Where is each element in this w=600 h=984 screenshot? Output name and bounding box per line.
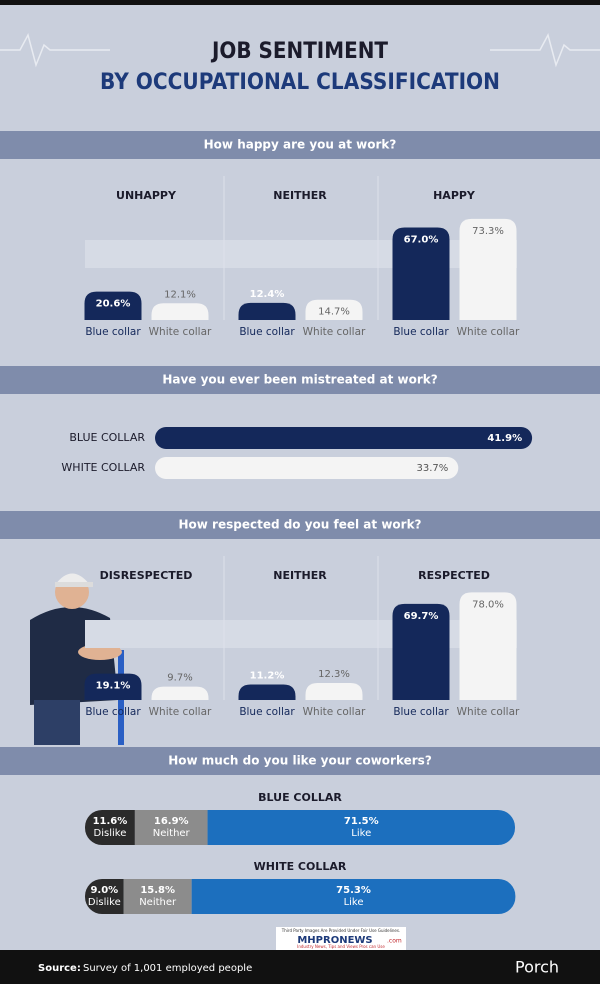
bar — [151, 686, 209, 700]
category-label: NEITHER — [273, 569, 327, 582]
section-header — [0, 131, 600, 159]
value-label: 11.6% — [93, 816, 128, 827]
segment — [207, 810, 515, 845]
bar — [392, 227, 450, 320]
source-label: Source: — [38, 963, 81, 974]
watermark-note: Third Party Images Are Provided Under Fa… — [281, 928, 400, 933]
segment — [85, 810, 135, 845]
section-header — [0, 747, 600, 775]
band — [85, 620, 517, 648]
series-label: Blue collar — [239, 326, 295, 338]
top-strip — [0, 0, 600, 5]
watermark-tagline: Industry News, Tips and Views Pros can U… — [297, 944, 385, 949]
series-label: White collar — [303, 326, 366, 338]
series-label: Blue collar — [393, 706, 449, 718]
series-label: Blue collar — [239, 706, 295, 718]
segment-label: Like — [351, 828, 371, 839]
series-label: White collar — [149, 706, 212, 718]
bar — [459, 592, 517, 700]
category-label: HAPPY — [433, 189, 476, 202]
section-title: How much do you like your coworkers? — [168, 754, 432, 768]
value-label: 67.0% — [404, 235, 439, 246]
value-label: 78.0% — [472, 599, 504, 610]
segment — [191, 879, 516, 914]
section-title: Have you ever been mistreated at work? — [162, 373, 437, 387]
series-label: Blue collar — [85, 326, 141, 338]
segment-label: Dislike — [88, 897, 121, 908]
value-label: 33.7% — [417, 463, 449, 474]
value-label: 9.0% — [90, 885, 118, 896]
section-header — [0, 366, 600, 394]
bar — [305, 299, 363, 320]
series-label: Blue collar — [85, 706, 141, 718]
value-label: 9.7% — [167, 673, 192, 684]
value-label: 69.7% — [404, 611, 439, 622]
category-label: RESPECTED — [418, 569, 490, 582]
category-label: NEITHER — [273, 189, 327, 202]
series-label: White collar — [303, 706, 366, 718]
title-line: JOB SENTIMENT — [210, 39, 388, 64]
segment-label: Neither — [153, 828, 191, 839]
segment-label: Like — [344, 897, 364, 908]
value-label: 12.1% — [164, 289, 196, 300]
value-label: 75.3% — [336, 885, 371, 896]
category-label: UNHAPPY — [116, 189, 177, 202]
source-text: Survey of 1,001 employed people — [83, 963, 252, 974]
footer-bar — [0, 950, 600, 984]
heartbeat-line — [490, 32, 600, 68]
segment — [85, 879, 124, 914]
value-label: 41.9% — [487, 433, 522, 444]
bar — [459, 218, 517, 320]
category-label: DISRESPECTED — [100, 569, 193, 582]
bar — [392, 603, 450, 700]
section-title: How respected do you feel at work? — [178, 518, 421, 532]
heartbeat-line — [0, 32, 110, 68]
bar — [84, 673, 142, 700]
watermark-domain: .com — [387, 938, 402, 945]
bar — [155, 457, 459, 479]
value-label: 19.1% — [96, 681, 131, 692]
band — [85, 240, 517, 268]
series-label: White collar — [149, 326, 212, 338]
segment-label: Dislike — [94, 828, 127, 839]
bar — [155, 427, 533, 449]
value-label: 15.8% — [140, 885, 175, 896]
bar — [238, 302, 296, 320]
segment — [134, 810, 208, 845]
bar — [238, 684, 296, 700]
section-header — [0, 511, 600, 539]
section-title: How happy are you at work? — [204, 138, 397, 152]
watermark-box — [276, 927, 406, 950]
logo: Porch — [515, 958, 559, 977]
value-label: 16.9% — [154, 816, 189, 827]
segment — [123, 879, 192, 914]
value-label: 11.2% — [250, 671, 285, 682]
category-label: BLUE COLLAR — [69, 431, 145, 444]
category-label: WHITE COLLAR — [254, 860, 347, 873]
value-label: 20.6% — [96, 299, 131, 310]
value-label: 12.4% — [250, 289, 285, 300]
bar — [84, 291, 142, 320]
series-label: White collar — [457, 706, 520, 718]
value-label: 12.3% — [318, 669, 350, 680]
value-label: 71.5% — [344, 816, 379, 827]
category-label: BLUE COLLAR — [258, 791, 342, 804]
value-label: 14.7% — [318, 307, 350, 318]
bar — [151, 303, 209, 320]
series-label: White collar — [457, 326, 520, 338]
series-label: Blue collar — [393, 326, 449, 338]
segment-label: Neither — [139, 897, 177, 908]
title-line: BY OCCUPATIONAL CLASSIFICATION — [100, 70, 500, 95]
watermark-brand: MHPRONEWS — [297, 935, 372, 946]
bar — [305, 683, 363, 700]
category-label: WHITE COLLAR — [61, 461, 145, 474]
value-label: 73.3% — [472, 226, 504, 237]
